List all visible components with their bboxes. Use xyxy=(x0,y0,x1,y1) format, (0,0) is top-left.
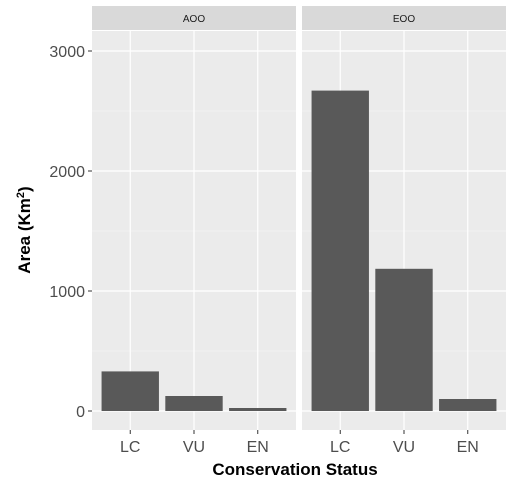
bar-eoo-vu xyxy=(375,268,433,411)
bar-eoo-lc xyxy=(311,90,369,411)
facet-panel-aoo: AOO LC VU EN xyxy=(92,6,296,456)
facet-strip xyxy=(302,6,506,30)
y-axis: 0 1000 2000 3000 xyxy=(49,44,92,421)
y-axis-title: Area (Km2) xyxy=(15,186,34,273)
y-axis-title-suffix: ) xyxy=(15,186,34,192)
bar-aoo-vu xyxy=(165,396,223,411)
facet-strip-label: AOO xyxy=(183,14,205,25)
facet-strip xyxy=(92,6,296,30)
y-tick-label: 1000 xyxy=(49,284,85,301)
facet-panels: AOO LC VU EN EOO LC VU EN xyxy=(92,6,506,456)
y-tick-label: 2000 xyxy=(49,164,85,181)
bar-eoo-en xyxy=(439,399,497,411)
bar-aoo-en xyxy=(229,408,287,411)
x-tick-label: EN xyxy=(457,439,479,456)
facet-panel-eoo: EOO LC VU EN xyxy=(302,6,506,456)
y-tick-label: 3000 xyxy=(49,44,85,61)
y-axis-title-main: Area (Km xyxy=(15,198,34,274)
x-tick-label: EN xyxy=(247,439,269,456)
x-tick-label: LC xyxy=(330,439,350,456)
bar-aoo-lc xyxy=(101,371,159,411)
x-tick-label: VU xyxy=(393,439,415,456)
x-axis-title: Conservation Status xyxy=(212,460,377,479)
y-axis-title-superscript: 2 xyxy=(15,192,27,198)
x-tick-label: VU xyxy=(183,439,205,456)
y-tick-label: 0 xyxy=(76,404,85,421)
x-tick-label: LC xyxy=(120,439,140,456)
facet-strip-label: EOO xyxy=(393,14,415,25)
